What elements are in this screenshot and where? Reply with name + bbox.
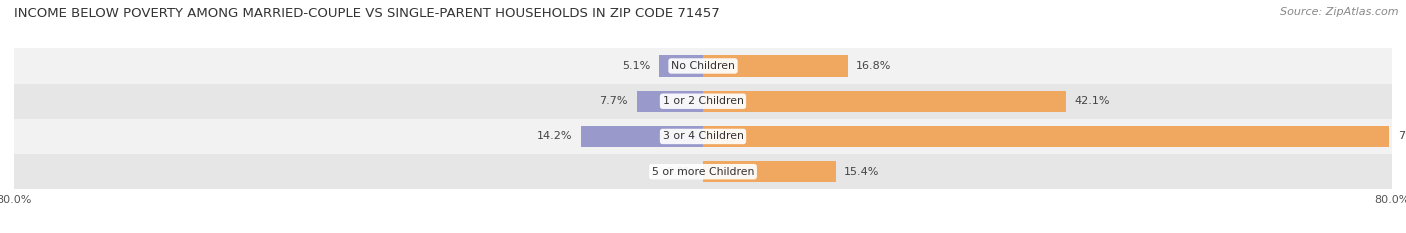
Text: Source: ZipAtlas.com: Source: ZipAtlas.com	[1281, 7, 1399, 17]
Text: 5 or more Children: 5 or more Children	[652, 167, 754, 177]
Text: INCOME BELOW POVERTY AMONG MARRIED-COUPLE VS SINGLE-PARENT HOUSEHOLDS IN ZIP COD: INCOME BELOW POVERTY AMONG MARRIED-COUPL…	[14, 7, 720, 20]
Bar	[703, 161, 835, 182]
Bar	[703, 91, 1066, 112]
Bar	[14, 84, 1392, 119]
Text: No Children: No Children	[671, 61, 735, 71]
Bar	[637, 91, 703, 112]
Bar	[14, 119, 1392, 154]
Text: 3 or 4 Children: 3 or 4 Children	[662, 131, 744, 141]
Text: 79.7%: 79.7%	[1398, 131, 1406, 141]
Bar	[14, 154, 1392, 189]
Text: 15.4%: 15.4%	[844, 167, 880, 177]
Bar	[703, 126, 1389, 147]
Bar	[703, 55, 848, 77]
Text: 16.8%: 16.8%	[856, 61, 891, 71]
Text: 1 or 2 Children: 1 or 2 Children	[662, 96, 744, 106]
Text: 42.1%: 42.1%	[1074, 96, 1109, 106]
Text: 5.1%: 5.1%	[623, 61, 651, 71]
Bar	[581, 126, 703, 147]
Bar	[14, 48, 1392, 84]
Text: 14.2%: 14.2%	[537, 131, 572, 141]
Text: 0.0%: 0.0%	[666, 167, 695, 177]
Text: 7.7%: 7.7%	[599, 96, 628, 106]
Bar	[659, 55, 703, 77]
